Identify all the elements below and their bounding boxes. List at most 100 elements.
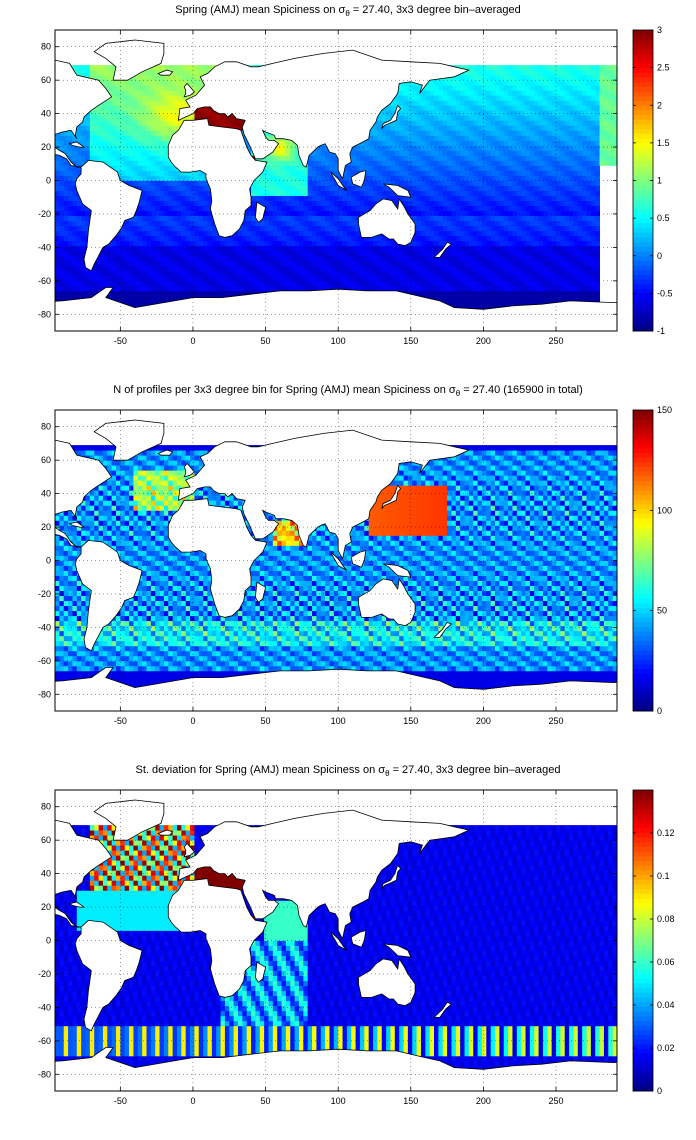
data-cell	[329, 180, 335, 186]
data-cell	[612, 140, 617, 146]
data-cell	[155, 270, 160, 277]
data-cell	[229, 245, 235, 252]
data-cell	[464, 195, 470, 201]
data-cell	[159, 235, 165, 242]
data-cell	[477, 165, 483, 171]
data-cell	[394, 160, 400, 166]
data-cell	[399, 280, 404, 287]
data-cell	[207, 120, 213, 126]
data-cell	[399, 275, 404, 282]
data-cell	[538, 180, 544, 186]
data-cell	[481, 240, 487, 247]
data-cell	[373, 260, 378, 267]
data-cell	[68, 295, 73, 302]
data-cell	[259, 255, 265, 262]
data-cell	[277, 275, 282, 282]
data-cell	[207, 280, 213, 287]
data-cell	[68, 255, 73, 262]
data-cell	[320, 210, 326, 217]
data-cell	[368, 145, 374, 151]
data-cell	[298, 235, 304, 242]
data-cell	[538, 235, 544, 242]
data-cell	[473, 205, 478, 211]
data-cell	[102, 130, 108, 136]
data-cell	[569, 255, 574, 262]
data-cell	[211, 230, 217, 237]
data-cell	[59, 240, 65, 247]
data-cell	[582, 285, 587, 292]
data-cell	[115, 165, 121, 171]
data-cell	[281, 140, 287, 146]
data-cell	[573, 225, 579, 232]
data-cell	[420, 125, 426, 131]
data-cell	[547, 135, 553, 141]
data-cell	[72, 160, 78, 166]
data-cell	[272, 175, 278, 181]
data-cell	[216, 235, 221, 242]
data-cell	[255, 255, 261, 262]
data-cell	[163, 250, 169, 257]
data-cell	[425, 190, 431, 196]
data-cell	[425, 175, 431, 181]
data-cell	[203, 185, 208, 191]
data-cell	[329, 210, 335, 217]
data-cell	[425, 245, 431, 252]
data-cell	[556, 205, 561, 211]
data-cell	[582, 210, 587, 217]
data-cell	[272, 285, 278, 292]
data-cell	[316, 285, 322, 292]
data-cell	[133, 265, 139, 272]
data-cell	[316, 175, 322, 181]
data-cell	[264, 240, 269, 247]
data-cell	[137, 135, 143, 141]
data-cell	[516, 280, 522, 287]
data-cell	[107, 130, 113, 136]
data-cell	[146, 205, 152, 211]
data-cell	[381, 285, 387, 292]
data-cell	[181, 180, 187, 186]
data-cell	[403, 255, 409, 262]
data-cell	[525, 140, 531, 146]
data-cell	[381, 180, 387, 186]
data-cell	[194, 200, 200, 206]
data-cell	[577, 140, 583, 146]
data-cell	[242, 250, 248, 257]
data-cell	[542, 195, 548, 201]
data-cell	[368, 195, 374, 201]
data-cell	[224, 265, 230, 272]
data-cell	[312, 285, 317, 292]
data-cell	[521, 150, 526, 156]
data-cell	[268, 245, 274, 252]
data-cell	[394, 155, 400, 161]
data-cell	[460, 170, 465, 176]
data-cell	[573, 180, 579, 186]
data-cell	[246, 145, 252, 151]
data-cell	[386, 160, 391, 166]
data-cell	[68, 155, 73, 161]
data-cell	[386, 115, 391, 121]
data-cell	[72, 155, 78, 161]
data-cell	[229, 285, 235, 292]
data-cell	[390, 165, 396, 171]
data-cell	[55, 205, 60, 211]
data-cell	[163, 240, 169, 247]
data-cell	[155, 130, 160, 136]
data-cell	[290, 255, 296, 262]
data-cell	[59, 225, 65, 232]
data-cell	[159, 160, 165, 166]
data-cell	[142, 255, 147, 262]
data-cell	[355, 155, 361, 161]
data-cell	[455, 205, 461, 211]
data-cell	[442, 250, 448, 257]
data-cell	[403, 270, 409, 277]
data-cell	[137, 170, 143, 176]
data-cell	[464, 215, 470, 222]
data-cell	[312, 160, 317, 166]
data-cell	[320, 275, 326, 282]
data-cell	[211, 245, 217, 252]
data-cell	[490, 245, 496, 252]
data-cell	[407, 165, 413, 171]
data-cell	[381, 130, 387, 136]
data-cell	[582, 295, 587, 302]
data-cell	[251, 200, 256, 206]
